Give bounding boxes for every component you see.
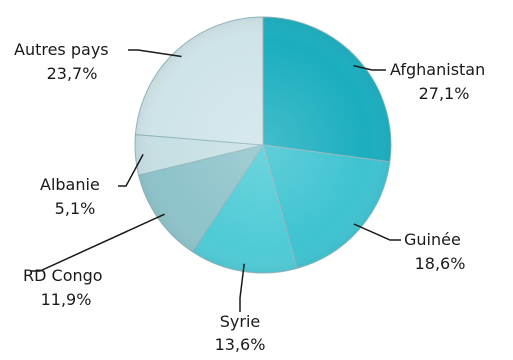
- slice-value-albanie: 5,1%: [55, 199, 96, 218]
- slice-value-afghanistan: 27,1%: [419, 84, 470, 103]
- pie-slice-afghanistan: [262, 16, 392, 163]
- slice-label-albanie: Albanie: [40, 175, 100, 194]
- slice-value-rd-congo: 11,9%: [41, 290, 92, 309]
- slice-label-afghanistan: Afghanistan: [390, 60, 485, 79]
- slice-label-syrie: Syrie: [220, 312, 261, 331]
- leader-line: [128, 49, 182, 58]
- slice-label-autres-pays: Autres pays: [14, 40, 109, 59]
- leader-lines: [30, 49, 401, 312]
- leader-line: [353, 64, 386, 71]
- leader-line: [353, 223, 401, 241]
- slice-label-rd-congo: RD Congo: [23, 266, 103, 285]
- slice-value-autres-pays: 23,7%: [47, 64, 98, 83]
- leader-line: [118, 154, 144, 187]
- leader-line: [30, 213, 165, 272]
- leader-line: [239, 263, 245, 312]
- slice-value-syrie: 13,6%: [215, 335, 266, 354]
- slice-value-guinee: 18,6%: [415, 254, 466, 273]
- slice-label-guinee: Guinée: [404, 230, 461, 249]
- pie-slice-autres-pays: [134, 16, 264, 146]
